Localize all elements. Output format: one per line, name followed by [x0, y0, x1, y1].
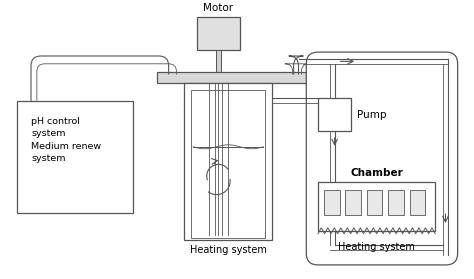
Bar	[388, 190, 404, 215]
Text: Heating system: Heating system	[338, 242, 415, 252]
Bar	[367, 190, 383, 215]
Text: Chamber: Chamber	[350, 168, 403, 178]
Bar	[197, 17, 240, 50]
Bar	[410, 190, 426, 215]
Bar	[324, 190, 339, 215]
Bar	[191, 90, 265, 238]
Bar	[184, 83, 272, 240]
Circle shape	[322, 102, 347, 127]
Bar	[18, 101, 133, 213]
Text: Heating system: Heating system	[190, 246, 267, 255]
Text: Motor: Motor	[203, 3, 234, 13]
Bar	[216, 50, 221, 72]
FancyBboxPatch shape	[306, 52, 457, 265]
Text: Pump: Pump	[357, 110, 387, 120]
Bar	[157, 72, 313, 83]
Text: pH control
system
Medium renew
system: pH control system Medium renew system	[31, 117, 101, 163]
Bar	[346, 190, 361, 215]
Bar	[318, 98, 351, 131]
Bar	[318, 182, 435, 231]
